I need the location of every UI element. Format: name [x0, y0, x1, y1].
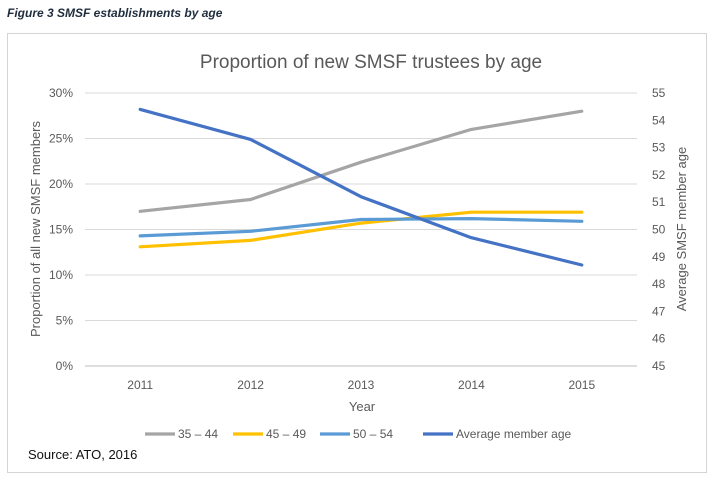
- y2-tick-label: 52: [652, 168, 666, 182]
- series-line: [138, 109, 584, 213]
- y-tick-label: 25%: [49, 132, 73, 146]
- y-tick-label: 15%: [49, 223, 73, 237]
- series-line: [138, 107, 584, 267]
- y2-tick-label: 50: [652, 223, 666, 237]
- series-line: [138, 217, 584, 238]
- x-tick-label: 2015: [568, 378, 595, 392]
- legend-label: 45 – 49: [266, 427, 306, 441]
- x-tick-label: 2011: [127, 378, 153, 392]
- x-axis-title: Year: [349, 399, 376, 414]
- series-line: [138, 210, 584, 249]
- legend-label: Average member age: [456, 427, 572, 441]
- y2-tick-label: 46: [652, 332, 666, 346]
- y-tick-label: 20%: [49, 177, 73, 191]
- y2-axis-title: Average SMSF member age: [674, 147, 689, 312]
- legend-label: 50 – 54: [353, 427, 393, 441]
- legend-label: 35 – 44: [178, 427, 218, 441]
- y2-tick-label: 48: [652, 277, 666, 291]
- y2-tick-label: 54: [652, 113, 666, 127]
- x-tick-label: 2012: [237, 378, 264, 392]
- figure-caption: Figure 3 SMSF establishments by age: [7, 6, 223, 20]
- y-tick-label: 30%: [49, 86, 73, 100]
- y2-tick-label: 49: [652, 250, 666, 264]
- y2-tick-label: 47: [652, 304, 666, 318]
- y-axis-title: Proportion of all new SMSF members: [28, 120, 43, 337]
- y2-tick-label: 51: [652, 195, 666, 209]
- x-tick-label: 2014: [458, 378, 485, 392]
- y-tick-label: 5%: [56, 314, 74, 328]
- source-note: Source: ATO, 2016: [28, 447, 138, 462]
- chart-title: Proportion of new SMSF trustees by age: [200, 52, 542, 73]
- chart-frame: [7, 33, 707, 473]
- y2-tick-label: 55: [652, 86, 666, 100]
- y2-tick-label: 53: [652, 141, 666, 155]
- y2-tick-label: 45: [652, 359, 666, 373]
- x-tick-label: 2013: [348, 378, 375, 392]
- y-tick-label: 0%: [56, 359, 74, 373]
- y-tick-label: 10%: [49, 268, 73, 282]
